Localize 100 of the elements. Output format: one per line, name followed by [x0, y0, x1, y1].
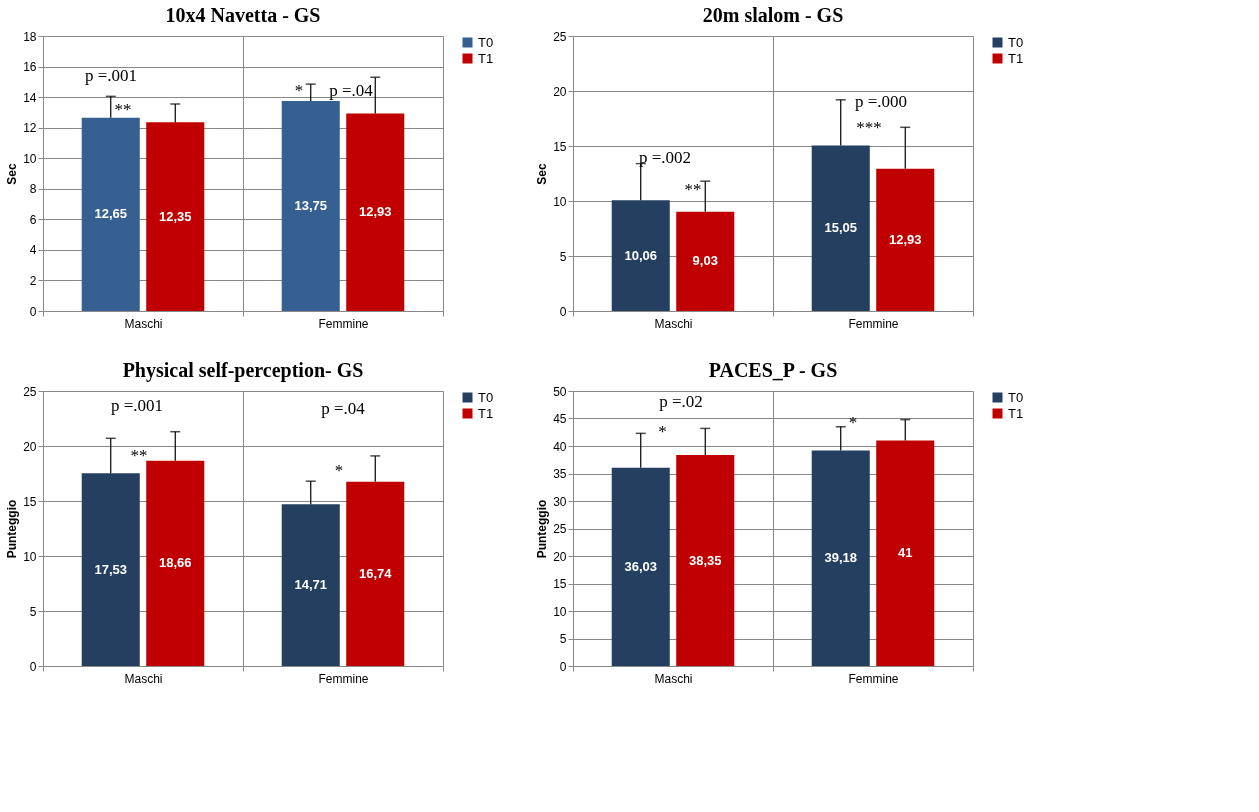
legend-label: T0: [1008, 34, 1024, 50]
legend-label: T1: [1008, 50, 1024, 66]
data-label: 16,74: [358, 565, 393, 581]
bar: [676, 455, 735, 666]
data-label: 9,03: [692, 253, 718, 269]
bar: [346, 481, 405, 666]
y-tick-label: 10: [23, 549, 37, 564]
legend-label: T0: [478, 389, 494, 405]
data-label: 38,35: [688, 552, 722, 568]
bar: [811, 450, 870, 666]
data-label: 10,06: [624, 247, 658, 263]
annotation: p =.04: [329, 81, 374, 100]
data-label: 39,18: [824, 550, 858, 566]
y-tick-label: 15: [23, 494, 37, 509]
y-tick-label: 0: [29, 659, 37, 674]
x-tick-label: Maschi: [654, 671, 693, 686]
bar: [876, 440, 935, 666]
data-label: 12,93: [358, 204, 392, 220]
y-tick-label: 18: [23, 29, 37, 44]
bar: [81, 473, 140, 666]
y-tick-label: 0: [559, 304, 567, 319]
annotation: p =.002: [638, 148, 692, 168]
y-tick-label: 8: [29, 182, 37, 197]
chart-title: PACES_P - GS: [708, 359, 838, 381]
y-tick-label: 25: [23, 384, 37, 399]
y-tick-label: 2: [29, 273, 37, 288]
annotation: **: [684, 180, 702, 199]
y-tick-label: 20: [553, 84, 567, 99]
bar: [611, 200, 670, 311]
x-tick-label: Femmine: [318, 671, 369, 686]
annotation: p =.02: [659, 392, 703, 411]
data-label: 41: [898, 545, 913, 561]
legend-label: T1: [478, 405, 494, 421]
y-tick-label: 15: [553, 139, 567, 154]
bar: [676, 211, 735, 311]
annotation: p =.001: [110, 396, 164, 416]
y-tick-label: 10: [553, 604, 567, 619]
annotation: *: [294, 81, 304, 100]
data-label: 15,05: [824, 220, 858, 236]
bar: [876, 168, 935, 311]
bar: [811, 145, 870, 311]
y-tick-label: 10: [23, 151, 37, 166]
data-label: 12,65: [94, 206, 128, 222]
legend-label: T1: [1008, 405, 1024, 421]
y-axis-title: Punteggio: [5, 499, 20, 559]
data-label: 13,75: [294, 197, 328, 213]
y-tick-label: 16: [23, 60, 37, 75]
chart-title: Physical self-perception- GS: [122, 359, 364, 382]
legend-label: T1: [478, 50, 494, 66]
data-label: 12,35: [158, 208, 192, 224]
y-tick-label: 0: [29, 304, 37, 319]
x-tick-label: Femmine: [318, 316, 369, 331]
data-label: 12,93: [888, 231, 922, 247]
y-axis-title: Sec: [535, 163, 550, 185]
x-tick-label: Femmine: [848, 671, 899, 686]
y-tick-label: 6: [29, 212, 37, 227]
y-tick-label: 25: [553, 29, 567, 44]
y-axis-title: Punteggio: [535, 499, 550, 559]
y-tick-label: 50: [553, 384, 567, 399]
annotation: p =.04: [321, 398, 366, 418]
bar: [611, 467, 670, 666]
annotation: *: [658, 422, 667, 442]
chart-title: 20m slalom - GS: [702, 4, 844, 26]
x-tick-label: Maschi: [654, 316, 693, 331]
y-tick-label: 5: [29, 604, 37, 619]
annotation: **: [114, 100, 132, 120]
annotation: ***: [856, 118, 882, 138]
legend-label: T0: [478, 34, 494, 50]
annotation: p =.001: [84, 65, 138, 85]
data-label: 14,71: [294, 577, 328, 593]
y-tick-label: 20: [553, 549, 567, 564]
y-tick-label: 12: [23, 121, 37, 136]
y-tick-label: 20: [23, 439, 37, 454]
bar: [281, 504, 340, 666]
x-tick-label: Maschi: [124, 316, 163, 331]
legend-label: T0: [1008, 389, 1024, 405]
annotation: **: [130, 445, 148, 465]
y-tick-label: 45: [553, 412, 567, 426]
y-tick-label: 5: [559, 632, 567, 646]
annotation: p =.000: [854, 92, 908, 111]
bar: [146, 460, 205, 666]
y-tick-label: 5: [559, 249, 567, 264]
x-tick-label: Maschi: [124, 671, 163, 686]
y-tick-label: 0: [559, 659, 567, 674]
chart-title: 10x4 Navetta - GS: [165, 4, 321, 26]
y-tick-label: 10: [553, 194, 567, 209]
y-tick-label: 4: [29, 243, 37, 258]
y-tick-label: 15: [553, 577, 567, 591]
data-label: 17,53: [94, 561, 128, 577]
data-label: 36,03: [624, 558, 658, 574]
y-axis-title: Sec: [5, 163, 20, 185]
y-tick-label: 40: [553, 439, 567, 454]
y-tick-label: 30: [553, 494, 567, 509]
y-tick-label: 25: [553, 522, 567, 536]
y-tick-label: 35: [553, 467, 567, 481]
x-tick-label: Femmine: [848, 316, 899, 331]
y-tick-label: 14: [23, 90, 37, 105]
annotation: *: [334, 460, 344, 480]
data-label: 18,66: [158, 555, 192, 571]
annotation: *: [848, 412, 858, 432]
